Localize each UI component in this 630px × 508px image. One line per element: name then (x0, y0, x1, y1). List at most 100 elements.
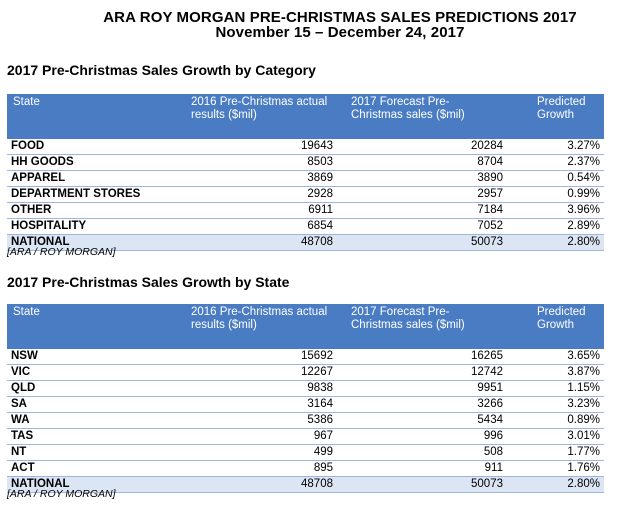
row-forecast-value: 7184 (337, 202, 507, 219)
table-row: APPAREL 3869 3890 0.54% (7, 170, 604, 187)
category-table: State 2016 Pre-Christmas actual results … (7, 94, 604, 251)
column-header-growth: Predicted Growth (507, 94, 604, 138)
row-growth-value: 0.89% (507, 412, 604, 429)
row-growth-value: 0.99% (507, 186, 604, 203)
state-source: [ARA / ROY MORGAN] (7, 488, 116, 500)
row-forecast-value: 50073 (337, 476, 507, 493)
row-actual-value: 895 (179, 460, 337, 477)
row-growth-value: 3.65% (507, 347, 604, 365)
row-label: NSW (7, 347, 179, 365)
row-forecast-value: 12742 (337, 364, 507, 381)
row-forecast-value: 8704 (337, 154, 507, 171)
state-table-body: NSW 15692 16265 3.65% VIC 12267 12742 3.87% QLD 9… (7, 347, 604, 493)
row-forecast-value: 9951 (337, 380, 507, 397)
row-actual-value: 8503 (179, 154, 337, 171)
row-actual-value: 967 (179, 428, 337, 445)
report-title: ARA ROY MORGAN PRE-CHRISTMAS SALES PREDI… (0, 10, 630, 40)
column-header-state: State (7, 94, 179, 138)
row-label: QLD (7, 380, 179, 397)
table-row: FOOD 19643 20284 3.27% (7, 137, 604, 155)
row-label: DEPARTMENT STORES (7, 186, 179, 203)
category-table-header: State 2016 Pre-Christmas actual results … (7, 94, 604, 138)
row-forecast-value: 996 (337, 428, 507, 445)
row-label: WA (7, 412, 179, 429)
row-growth-value: 3.87% (507, 364, 604, 381)
row-forecast-value: 5434 (337, 412, 507, 429)
table-row: WA 5386 5434 0.89% (7, 412, 604, 429)
row-forecast-value: 16265 (337, 347, 507, 365)
row-actual-value: 2928 (179, 186, 337, 203)
row-label: TAS (7, 428, 179, 445)
table-row: VIC 12267 12742 3.87% (7, 364, 604, 381)
state-table: State 2016 Pre-Christmas actual results … (7, 304, 604, 493)
row-label: HOSPITALITY (7, 218, 179, 235)
state-section-heading: 2017 Pre-Christmas Sales Growth by State (7, 274, 290, 290)
column-header-forecast: 2017 Forecast Pre-Christmas sales ($mil) (337, 94, 507, 138)
row-growth-value: 2.89% (507, 218, 604, 235)
table-row: TAS 967 996 3.01% (7, 428, 604, 445)
row-actual-value: 19643 (179, 137, 337, 155)
row-growth-value: 3.96% (507, 202, 604, 219)
row-label: NATIONAL (7, 234, 179, 251)
row-forecast-value: 508 (337, 444, 507, 461)
row-actual-value: 15692 (179, 347, 337, 365)
row-actual-value: 499 (179, 444, 337, 461)
row-growth-value: 3.27% (507, 137, 604, 155)
report-title-line2: November 15 – December 24, 2017 (215, 24, 465, 41)
table-row: DEPARTMENT STORES 2928 2957 0.99% (7, 186, 604, 203)
table-row: HOSPITALITY 6854 7052 2.89% (7, 218, 604, 235)
row-growth-value: 2.37% (507, 154, 604, 171)
row-label: OTHER (7, 202, 179, 219)
row-forecast-value: 3266 (337, 396, 507, 413)
row-actual-value: 12267 (179, 364, 337, 381)
row-actual-value: 9838 (179, 380, 337, 397)
table-row: HH GOODS 8503 8704 2.37% (7, 154, 604, 171)
row-actual-value: 3164 (179, 396, 337, 413)
table-row: OTHER 6911 7184 3.96% (7, 202, 604, 219)
table-row: NT 499 508 1.77% (7, 444, 604, 461)
row-growth-value: 3.01% (507, 428, 604, 445)
row-label: VIC (7, 364, 179, 381)
row-label: NT (7, 444, 179, 461)
row-forecast-value: 2957 (337, 186, 507, 203)
row-label: FOOD (7, 137, 179, 155)
category-source: [ARA / ROY MORGAN] (7, 246, 116, 258)
table-row: NATIONAL 48708 50073 2.80% (7, 234, 604, 251)
table-row: NATIONAL 48708 50073 2.80% (7, 476, 604, 493)
row-label: HH GOODS (7, 154, 179, 171)
row-growth-value: 1.15% (507, 380, 604, 397)
category-table-body: FOOD 19643 20284 3.27% HH GOODS 8503 8704 2.37%… (7, 137, 604, 251)
column-header-actual: 2016 Pre-Christmas actual results ($mil) (179, 94, 337, 138)
row-actual-value: 48708 (179, 476, 337, 493)
row-forecast-value: 911 (337, 460, 507, 477)
row-actual-value: 6911 (179, 202, 337, 219)
table-row: SA 3164 3266 3.23% (7, 396, 604, 413)
row-growth-value: 1.76% (507, 460, 604, 477)
row-growth-value: 2.80% (507, 476, 604, 493)
row-forecast-value: 20284 (337, 137, 507, 155)
column-header-actual: 2016 Pre-Christmas actual results ($mil) (179, 304, 337, 348)
row-forecast-value: 3890 (337, 170, 507, 187)
column-header-growth: Predicted Growth (507, 304, 604, 348)
row-label: APPAREL (7, 170, 179, 187)
table-row: NSW 15692 16265 3.65% (7, 347, 604, 365)
table-row: ACT 895 911 1.76% (7, 460, 604, 477)
row-actual-value: 3869 (179, 170, 337, 187)
row-label: SA (7, 396, 179, 413)
report-title-line1: ARA ROY MORGAN PRE-CHRISTMAS SALES PREDI… (103, 9, 577, 26)
table-row: QLD 9838 9951 1.15% (7, 380, 604, 397)
row-growth-value: 2.80% (507, 234, 604, 251)
row-growth-value: 3.23% (507, 396, 604, 413)
row-growth-value: 1.77% (507, 444, 604, 461)
row-actual-value: 48708 (179, 234, 337, 251)
row-forecast-value: 50073 (337, 234, 507, 251)
column-header-forecast: 2017 Forecast Pre-Christmas sales ($mil) (337, 304, 507, 348)
category-section-heading: 2017 Pre-Christmas Sales Growth by Categ… (7, 62, 316, 78)
row-actual-value: 5386 (179, 412, 337, 429)
row-actual-value: 6854 (179, 218, 337, 235)
row-growth-value: 0.54% (507, 170, 604, 187)
column-header-state: State (7, 304, 179, 348)
state-table-header: State 2016 Pre-Christmas actual results … (7, 304, 604, 348)
row-forecast-value: 7052 (337, 218, 507, 235)
row-label: ACT (7, 460, 179, 477)
